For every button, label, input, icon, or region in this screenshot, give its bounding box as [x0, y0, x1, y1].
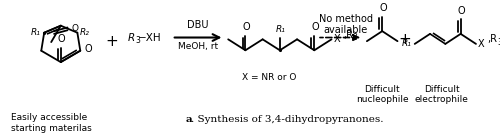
- Text: R: R: [128, 33, 135, 43]
- Text: Difficult
electrophile: Difficult electrophile: [414, 85, 469, 104]
- Text: R₁: R₁: [402, 39, 412, 48]
- Text: X: X: [334, 34, 340, 44]
- Text: O: O: [84, 44, 92, 54]
- Text: ,R: ,R: [343, 30, 353, 40]
- Text: X: X: [478, 39, 484, 49]
- Text: DBU: DBU: [187, 20, 208, 30]
- Text: 3: 3: [136, 36, 140, 45]
- Text: O: O: [242, 22, 250, 32]
- Text: O: O: [312, 22, 319, 32]
- Text: Easily accessible
starting materilas: Easily accessible starting materilas: [11, 113, 92, 132]
- Text: O: O: [380, 3, 387, 13]
- Text: R₂: R₂: [80, 28, 90, 37]
- Text: 3: 3: [352, 33, 358, 42]
- Text: R₁: R₁: [30, 28, 40, 37]
- Text: X = NR or O: X = NR or O: [242, 73, 296, 82]
- Text: O: O: [458, 6, 466, 16]
- Text: +: +: [399, 32, 411, 47]
- Text: +: +: [105, 34, 118, 49]
- Text: O: O: [58, 34, 66, 44]
- Text: R₁: R₁: [276, 25, 285, 34]
- Text: O: O: [72, 24, 78, 33]
- Text: MeOH, rt: MeOH, rt: [178, 42, 218, 51]
- Text: ,R: ,R: [488, 34, 498, 44]
- Text: a: a: [186, 115, 192, 124]
- Text: Difficult
nucleophile: Difficult nucleophile: [356, 85, 408, 104]
- Text: No method
available: No method available: [319, 14, 373, 35]
- Text: −XH: −XH: [138, 33, 162, 43]
- Text: 3: 3: [497, 38, 500, 47]
- Text: . Synthesis of 3,4-dihydropyranones.: . Synthesis of 3,4-dihydropyranones.: [191, 115, 384, 124]
